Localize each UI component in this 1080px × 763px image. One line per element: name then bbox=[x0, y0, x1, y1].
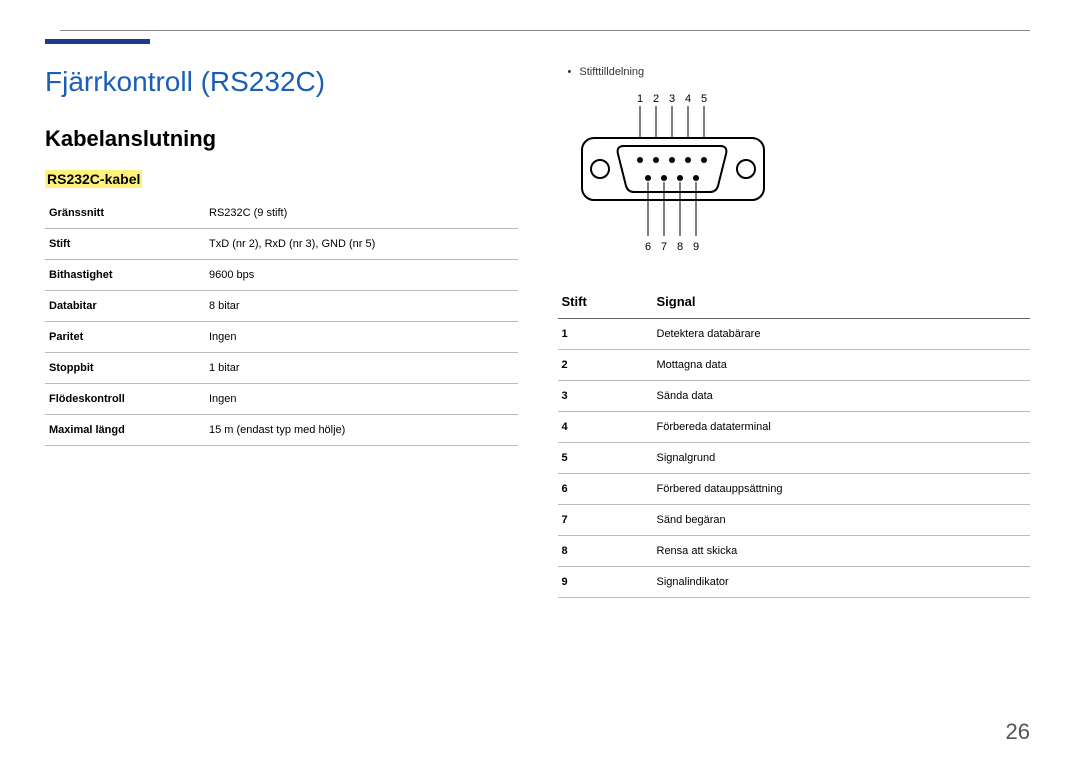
page-title: Fjärrkontroll (RS232C) bbox=[45, 66, 518, 98]
subsection-heading: RS232C-kabel bbox=[45, 170, 142, 188]
pin-signal: Förbered datauppsättning bbox=[653, 474, 1031, 505]
table-row: Stoppbit1 bitar bbox=[45, 353, 518, 384]
pin-number: 5 bbox=[558, 443, 653, 474]
two-column-layout: Fjärrkontroll (RS232C) Kabelanslutning R… bbox=[45, 66, 1030, 598]
table-row: Maximal längd15 m (endast typ med hölje) bbox=[45, 415, 518, 446]
spec-value: RS232C (9 stift) bbox=[205, 198, 518, 229]
spec-key: Stift bbox=[45, 229, 205, 260]
table-row: 7Sänd begäran bbox=[558, 505, 1031, 536]
pin-label: 1 bbox=[636, 93, 642, 105]
spec-value: Ingen bbox=[205, 322, 518, 353]
spec-key: Stoppbit bbox=[45, 353, 205, 384]
pin-signal: Signalgrund bbox=[653, 443, 1031, 474]
table-row: 9Signalindikator bbox=[558, 567, 1031, 598]
pin-signal: Signalindikator bbox=[653, 567, 1031, 598]
pin-signal: Detektera databärare bbox=[653, 319, 1031, 350]
pin-signal: Sänd begäran bbox=[653, 505, 1031, 536]
table-row: Bithastighet9600 bps bbox=[45, 260, 518, 291]
pin-signal: Förbereda dataterminal bbox=[653, 412, 1031, 443]
db9-connector-diagram: 1 2 3 4 5 bbox=[568, 90, 1031, 265]
pin-number: 6 bbox=[558, 474, 653, 505]
pin-number: 2 bbox=[558, 350, 653, 381]
pin-number: 8 bbox=[558, 536, 653, 567]
page-root: Fjärrkontroll (RS232C) Kabelanslutning R… bbox=[0, 0, 1080, 618]
top-rule bbox=[60, 30, 1030, 31]
pin-signal: Rensa att skicka bbox=[653, 536, 1031, 567]
table-row: 5Signalgrund bbox=[558, 443, 1031, 474]
spec-key: Gränssnitt bbox=[45, 198, 205, 229]
pin-label: 7 bbox=[660, 241, 666, 253]
pin-number: 7 bbox=[558, 505, 653, 536]
screw-hole-left bbox=[591, 160, 609, 178]
table-row: 2Mottagna data bbox=[558, 350, 1031, 381]
pin-label: 5 bbox=[700, 93, 706, 105]
spec-value: 8 bitar bbox=[205, 291, 518, 322]
spec-key: Databitar bbox=[45, 291, 205, 322]
table-row: 3Sända data bbox=[558, 381, 1031, 412]
pin-label: 6 bbox=[644, 241, 650, 253]
spec-value: 1 bitar bbox=[205, 353, 518, 384]
table-row: ParitetIngen bbox=[45, 322, 518, 353]
pin-number: 3 bbox=[558, 381, 653, 412]
section-heading: Kabelanslutning bbox=[45, 126, 518, 152]
left-column: Fjärrkontroll (RS232C) Kabelanslutning R… bbox=[45, 66, 518, 598]
cable-spec-table: GränssnittRS232C (9 stift) StiftTxD (nr … bbox=[45, 198, 518, 446]
spec-value: 15 m (endast typ med hölje) bbox=[205, 415, 518, 446]
pin-label: 3 bbox=[668, 93, 674, 105]
table-row: FlödeskontrollIngen bbox=[45, 384, 518, 415]
db9-svg: 1 2 3 4 5 bbox=[568, 90, 778, 260]
col-header-pin: Stift bbox=[558, 285, 653, 319]
accent-bar bbox=[45, 39, 150, 44]
spec-value: 9600 bps bbox=[205, 260, 518, 291]
pin-signal: Sända data bbox=[653, 381, 1031, 412]
spec-value: TxD (nr 2), RxD (nr 3), GND (nr 5) bbox=[205, 229, 518, 260]
pin-signal: Mottagna data bbox=[653, 350, 1031, 381]
screw-hole-right bbox=[737, 160, 755, 178]
table-row: 8Rensa att skicka bbox=[558, 536, 1031, 567]
col-header-signal: Signal bbox=[653, 285, 1031, 319]
dsub-shell bbox=[617, 146, 726, 192]
page-number: 26 bbox=[1006, 719, 1030, 745]
pin-label: 9 bbox=[692, 241, 698, 253]
pin-number: 4 bbox=[558, 412, 653, 443]
table-row: GränssnittRS232C (9 stift) bbox=[45, 198, 518, 229]
table-row: 1Detektera databärare bbox=[558, 319, 1031, 350]
table-row: 6Förbered datauppsättning bbox=[558, 474, 1031, 505]
table-row: StiftTxD (nr 2), RxD (nr 3), GND (nr 5) bbox=[45, 229, 518, 260]
pin-number: 9 bbox=[558, 567, 653, 598]
pin-label: 8 bbox=[676, 241, 682, 253]
right-column: Stifttilldelning 1 2 3 4 5 bbox=[558, 66, 1031, 598]
pin-number: 1 bbox=[558, 319, 653, 350]
pin-label: 4 bbox=[684, 93, 690, 105]
pin-signal-table: Stift Signal 1Detektera databärare 2Mott… bbox=[558, 285, 1031, 598]
spec-key: Bithastighet bbox=[45, 260, 205, 291]
spec-value: Ingen bbox=[205, 384, 518, 415]
spec-key: Flödeskontroll bbox=[45, 384, 205, 415]
pin-label: 2 bbox=[652, 93, 658, 105]
table-row: 4Förbereda dataterminal bbox=[558, 412, 1031, 443]
spec-key: Paritet bbox=[45, 322, 205, 353]
table-row: Databitar8 bitar bbox=[45, 291, 518, 322]
spec-key: Maximal längd bbox=[45, 415, 205, 446]
pin-assignment-label: Stifttilldelning bbox=[558, 66, 1031, 78]
